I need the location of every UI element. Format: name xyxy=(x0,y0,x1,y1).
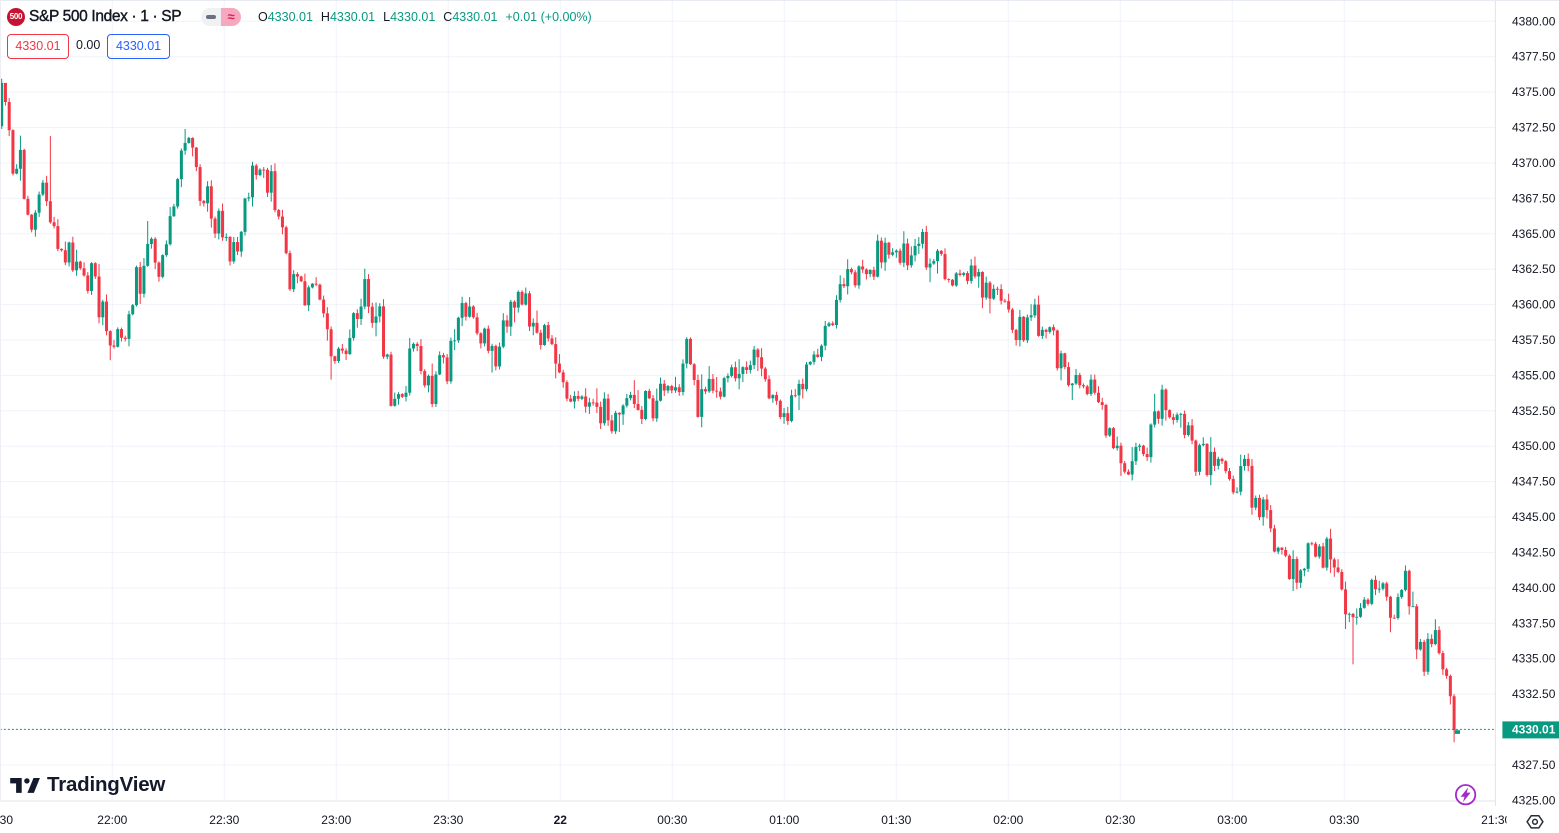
svg-text:4337.50: 4337.50 xyxy=(1512,616,1556,630)
svg-text:4375.00: 4375.00 xyxy=(1512,85,1556,99)
svg-text:22:00: 22:00 xyxy=(97,813,127,827)
svg-text:4352.50: 4352.50 xyxy=(1512,404,1556,418)
svg-text:4332.50: 4332.50 xyxy=(1512,687,1556,701)
svg-text:23:00: 23:00 xyxy=(321,813,351,827)
svg-text:4340.00: 4340.00 xyxy=(1512,581,1556,595)
svg-text:4372.50: 4372.50 xyxy=(1512,121,1556,135)
svg-text:4370.00: 4370.00 xyxy=(1512,156,1556,170)
svg-text:4342.50: 4342.50 xyxy=(1512,545,1556,559)
svg-text:4325.00: 4325.00 xyxy=(1512,793,1556,807)
svg-text:4327.50: 4327.50 xyxy=(1512,758,1556,772)
svg-text:02:30: 02:30 xyxy=(1105,813,1135,827)
svg-text:03:30: 03:30 xyxy=(1329,813,1359,827)
svg-text:4330.01: 4330.01 xyxy=(1512,722,1556,736)
svg-text:01:00: 01:00 xyxy=(769,813,799,827)
svg-text:03:00: 03:00 xyxy=(1217,813,1247,827)
svg-text:22:30: 22:30 xyxy=(209,813,239,827)
svg-text:4347.50: 4347.50 xyxy=(1512,475,1556,489)
svg-text:21:30: 21:30 xyxy=(0,813,13,827)
svg-text:4362.50: 4362.50 xyxy=(1512,262,1556,276)
svg-text:00:30: 00:30 xyxy=(657,813,687,827)
svg-text:4380.00: 4380.00 xyxy=(1512,14,1556,28)
svg-text:4350.00: 4350.00 xyxy=(1512,439,1556,453)
svg-text:4335.00: 4335.00 xyxy=(1512,652,1556,666)
svg-text:22: 22 xyxy=(554,813,568,827)
svg-text:4345.00: 4345.00 xyxy=(1512,510,1556,524)
svg-text:4360.00: 4360.00 xyxy=(1512,298,1556,312)
svg-text:4365.00: 4365.00 xyxy=(1512,227,1556,241)
svg-text:4355.00: 4355.00 xyxy=(1512,368,1556,382)
svg-text:02:00: 02:00 xyxy=(993,813,1023,827)
svg-text:4367.50: 4367.50 xyxy=(1512,191,1556,205)
svg-text:01:30: 01:30 xyxy=(881,813,911,827)
svg-text:23:30: 23:30 xyxy=(433,813,463,827)
svg-text:4377.50: 4377.50 xyxy=(1512,50,1556,64)
svg-text:4357.50: 4357.50 xyxy=(1512,333,1556,347)
svg-text:21:30: 21:30 xyxy=(1481,813,1511,827)
